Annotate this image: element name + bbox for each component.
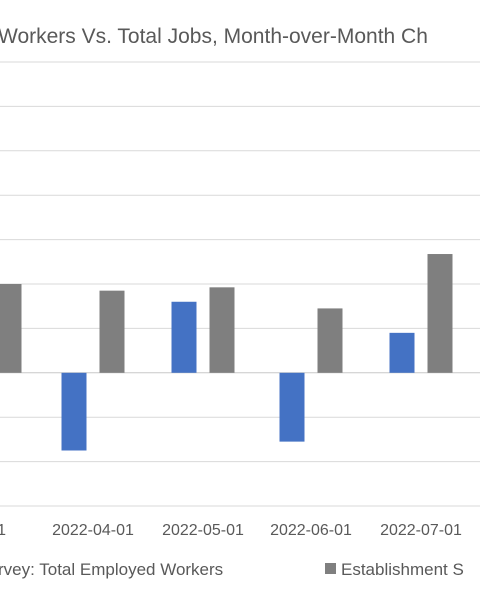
legend-label-series-1: rvey: Total Employed Workers: [0, 560, 223, 579]
chart-title: Workers Vs. Total Jobs, Month-over-Month…: [0, 25, 428, 48]
x-tick-label: 2022-07-01: [380, 522, 462, 539]
bar-series-2-3-01: [0, 284, 22, 373]
bar-series-2-2022-06-01: [317, 308, 343, 373]
bar-series-1-2022-04-01: [61, 372, 87, 451]
x-tick-label: 2022-06-01: [270, 522, 352, 539]
bar-series-2-2022-04-01: [99, 290, 125, 373]
bars: [0, 254, 453, 451]
bar-series-1-2022-05-01: [171, 301, 197, 373]
bar-series-1-2022-06-01: [279, 372, 305, 442]
bar-series-2-2022-05-01: [209, 287, 235, 373]
legend-label-series-2: Establishment S: [341, 560, 464, 579]
legend: rvey: Total Employed Workers Establishmen…: [0, 560, 464, 579]
bar-series-1-2022-07-01: [389, 332, 415, 373]
x-tick-labels: 3-01 2022-04-01 2022-05-01 2022-06-01 2022-0…: [0, 522, 462, 539]
x-tick-label: 2022-05-01: [162, 522, 244, 539]
legend-key-series-2: [325, 563, 336, 574]
x-tick-label: 2022-04-01: [52, 522, 134, 539]
bar-series-2-2022-07-01: [427, 254, 453, 373]
x-tick-label: 3-01: [0, 522, 6, 539]
